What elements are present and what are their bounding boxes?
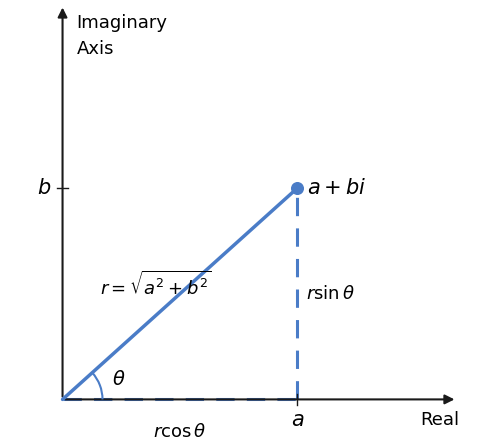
Text: $r \cos \theta$: $r \cos \theta$	[153, 423, 206, 437]
Text: $\theta$: $\theta$	[112, 370, 125, 389]
Text: $r \sin \theta$: $r \sin \theta$	[306, 284, 355, 303]
Text: Real
Axis: Real Axis	[420, 411, 459, 437]
Text: $a$: $a$	[291, 411, 304, 430]
Point	[294, 184, 302, 191]
Text: $a + bi$: $a + bi$	[307, 178, 366, 198]
Text: $b$: $b$	[37, 178, 51, 198]
Text: Imaginary
Axis: Imaginary Axis	[77, 14, 168, 59]
Text: $r = \sqrt{a^2 + b^2}$: $r = \sqrt{a^2 + b^2}$	[100, 270, 212, 298]
